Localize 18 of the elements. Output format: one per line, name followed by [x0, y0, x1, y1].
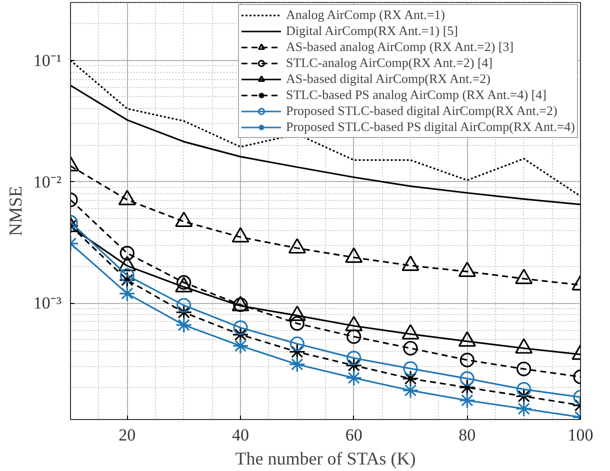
x-tick-label: 80 [458, 426, 476, 444]
x-tick-label: 40 [232, 426, 249, 444]
legend-label: Proposed STLC-based digital AirComp(RX Ant.=2) [286, 103, 558, 119]
legend-label: Proposed STLC-based PS digital AirComp(RX Ant.=4) [286, 119, 575, 135]
y-axis-title: NMSE [5, 186, 26, 236]
legend-label: STLC-based PS analog AirComp (RX Ant.=4) [4] [286, 87, 546, 103]
y-tick-label: 10⁻³ [33, 294, 62, 313]
x-tick-label: 100 [568, 426, 594, 444]
legend-label: Digital AirComp(RX Ant.=1) [5] [286, 23, 458, 39]
legend-label: AS-based analog AirComp (RX Ant.=2) [3] [286, 39, 514, 55]
legend-label: STLC-analog AirComp(RX Ant.=2) [4] [286, 55, 493, 71]
y-tick-label: 10⁻² [33, 172, 62, 192]
legend-label: Analog AirComp (RX Ant.=1) [286, 7, 445, 23]
x-tick-label: 60 [345, 426, 362, 444]
y-tick-label: 10⁻¹ [33, 50, 62, 70]
x-tick-label: 20 [118, 426, 136, 444]
legend-label: AS-based digital AirComp(RX Ant.=2) [286, 71, 490, 87]
x-axis-title: The number of STAs (K) [235, 448, 416, 468]
